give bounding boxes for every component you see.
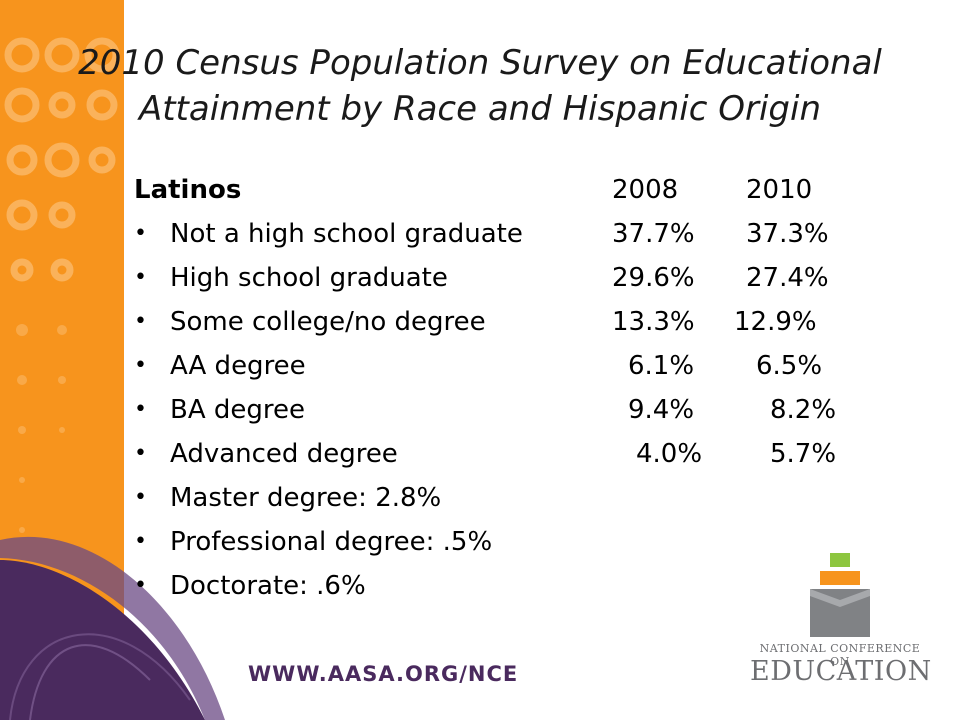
title-line-1: 2010 Census Population Survey on Educati… — [78, 43, 882, 83]
bullet-icon: • — [134, 265, 147, 290]
row-label: Advanced degree — [170, 439, 398, 469]
value-2008: 6.1% — [628, 351, 695, 381]
row-label: BA degree — [170, 395, 306, 425]
value-2008: 37.7% — [612, 219, 695, 249]
row-label: Not a high school graduate — [170, 219, 523, 249]
value-2010: 12.9% — [734, 307, 817, 337]
value-2008: 13.3% — [612, 307, 695, 337]
bullet-icon: • — [134, 529, 147, 554]
group-label: Latinos — [134, 175, 242, 205]
value-2010: 8.2% — [770, 395, 837, 425]
conference-logo: NATIONAL CONFERENCE ON EDUCATION — [750, 550, 932, 700]
year-2010-header: 2010 — [746, 175, 813, 205]
value-2008: 9.4% — [628, 395, 695, 425]
attainment-table: Latinos 2008 2010 • Not a high school gr… — [134, 168, 894, 608]
row-label: Doctorate: .6% — [170, 571, 366, 601]
row-label: High school graduate — [170, 263, 448, 293]
building-blocks-icon — [810, 553, 870, 637]
bullet-icon: • — [134, 221, 147, 246]
value-2008: 29.6% — [612, 263, 695, 293]
bullet-icon: • — [134, 309, 147, 334]
table-row: • Professional degree: .5% — [134, 520, 894, 564]
table-header: Latinos 2008 2010 — [134, 168, 894, 212]
bullet-icon: • — [134, 573, 147, 598]
bullet-icon: • — [134, 353, 147, 378]
table-row: • AA degree 6.1% 6.5% — [134, 344, 894, 388]
row-label: Professional degree: .5% — [170, 527, 493, 557]
table-row: • Not a high school graduate 37.7% 37.3% — [134, 212, 894, 256]
year-2008-header: 2008 — [612, 175, 679, 205]
value-2008: 4.0% — [636, 439, 703, 469]
bullet-icon: • — [134, 441, 147, 466]
row-label: Some college/no degree — [170, 307, 486, 337]
table-row: • Some college/no degree 13.3% 12.9% — [134, 300, 894, 344]
table-row: • High school graduate 29.6% 27.4% — [134, 256, 894, 300]
logo-text-main: EDUCATION — [750, 656, 932, 687]
slide-title: 2010 Census Population Survey on Educati… — [40, 40, 920, 132]
logo-text-top: NATIONAL CONFERENCE ON — [759, 642, 921, 668]
value-2010: 5.7% — [770, 439, 837, 469]
website-url: WWW.AASA.ORG/NCE — [248, 662, 519, 686]
row-label: AA degree — [170, 351, 306, 381]
circle-pattern — [4, 37, 120, 582]
value-2010: 37.3% — [746, 219, 829, 249]
table-row: • Advanced degree 4.0% 5.7% — [134, 432, 894, 476]
value-2010: 6.5% — [756, 351, 823, 381]
bullet-icon: • — [134, 485, 147, 510]
table-row: • BA degree 9.4% 8.2% — [134, 388, 894, 432]
row-label: Master degree: 2.8% — [170, 483, 442, 513]
table-row: • Doctorate: .6% — [134, 564, 894, 608]
title-line-2: Attainment by Race and Hispanic Origin — [138, 89, 822, 129]
table-row: • Master degree: 2.8% — [134, 476, 894, 520]
bullet-icon: • — [134, 397, 147, 422]
value-2010: 27.4% — [746, 263, 829, 293]
